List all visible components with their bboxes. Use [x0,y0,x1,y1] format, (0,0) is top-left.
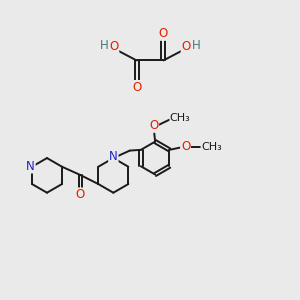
Text: N: N [109,150,118,163]
Text: O: O [181,140,190,153]
Text: O: O [182,40,191,53]
Text: CH₃: CH₃ [201,142,222,152]
Text: O: O [149,119,158,132]
Text: H: H [192,39,201,52]
Text: N: N [26,160,35,172]
Text: O: O [76,188,85,201]
Text: H: H [100,39,109,52]
Text: O: O [159,27,168,40]
Text: O: O [109,40,119,53]
Text: CH₃: CH₃ [170,113,190,123]
Text: O: O [132,81,141,94]
